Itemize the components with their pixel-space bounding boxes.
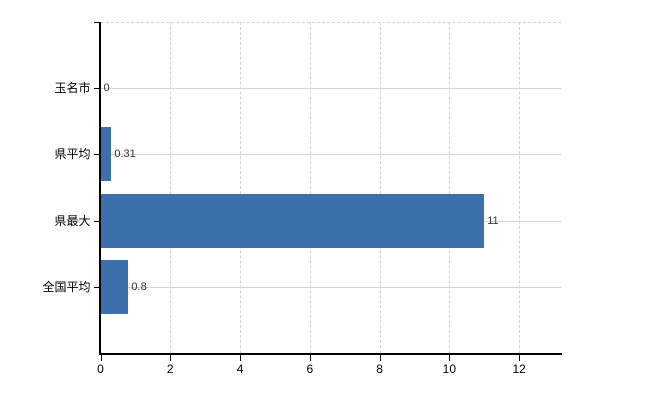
x-axis-tick: [449, 354, 451, 361]
x-axis-tick-label: 4: [236, 362, 244, 376]
x-axis-tick-label: 2: [166, 362, 174, 376]
vertical-gridline: [309, 22, 312, 353]
x-axis-tick: [170, 354, 172, 361]
y-axis-tick: [93, 286, 101, 288]
x-axis-tick-label: 10: [442, 362, 457, 376]
y-axis-tick: [93, 154, 101, 156]
y-axis-line: [99, 22, 101, 355]
x-axis-tick: [309, 354, 311, 361]
x-axis-tick-label: 12: [512, 362, 526, 376]
vertical-gridline: [449, 22, 451, 353]
y-axis-tick: [93, 88, 101, 90]
category-label: 県平均: [54, 147, 91, 162]
bar: [100, 127, 112, 182]
vertical-gridline: [240, 22, 242, 353]
x-axis-tick-label: 6: [306, 362, 314, 376]
bar-value-label: 11: [487, 214, 499, 227]
horizontal-gridline: [100, 286, 561, 288]
x-axis-line: [99, 353, 562, 355]
category-label: 玉名市: [54, 81, 91, 96]
y-axis-end-tick: [93, 22, 101, 23]
x-axis-tick: [519, 354, 521, 361]
x-axis-tick: [100, 354, 102, 361]
category-label: 県最大: [54, 213, 91, 228]
bar-value-label: 0.8: [131, 280, 147, 293]
horizontal-gridline: [100, 154, 561, 156]
vertical-gridline: [170, 22, 172, 353]
bar: [100, 259, 129, 314]
x-axis-tick: [240, 354, 242, 361]
vertical-gridline: [379, 22, 382, 353]
bar: [100, 193, 485, 248]
horizontal-gridline: [100, 88, 561, 90]
vertical-gridline: [519, 22, 521, 353]
x-axis-tick: [379, 354, 381, 361]
category-label: 全国平均: [42, 279, 91, 294]
x-axis-tick-label: 0: [97, 362, 104, 376]
bar-value-label: 0: [103, 82, 110, 95]
bar-value-label: 0.31: [114, 148, 136, 161]
y-axis-tick: [93, 220, 101, 222]
x-axis-tick-label: 8: [376, 362, 383, 376]
plot-top-gridline: [100, 22, 561, 23]
